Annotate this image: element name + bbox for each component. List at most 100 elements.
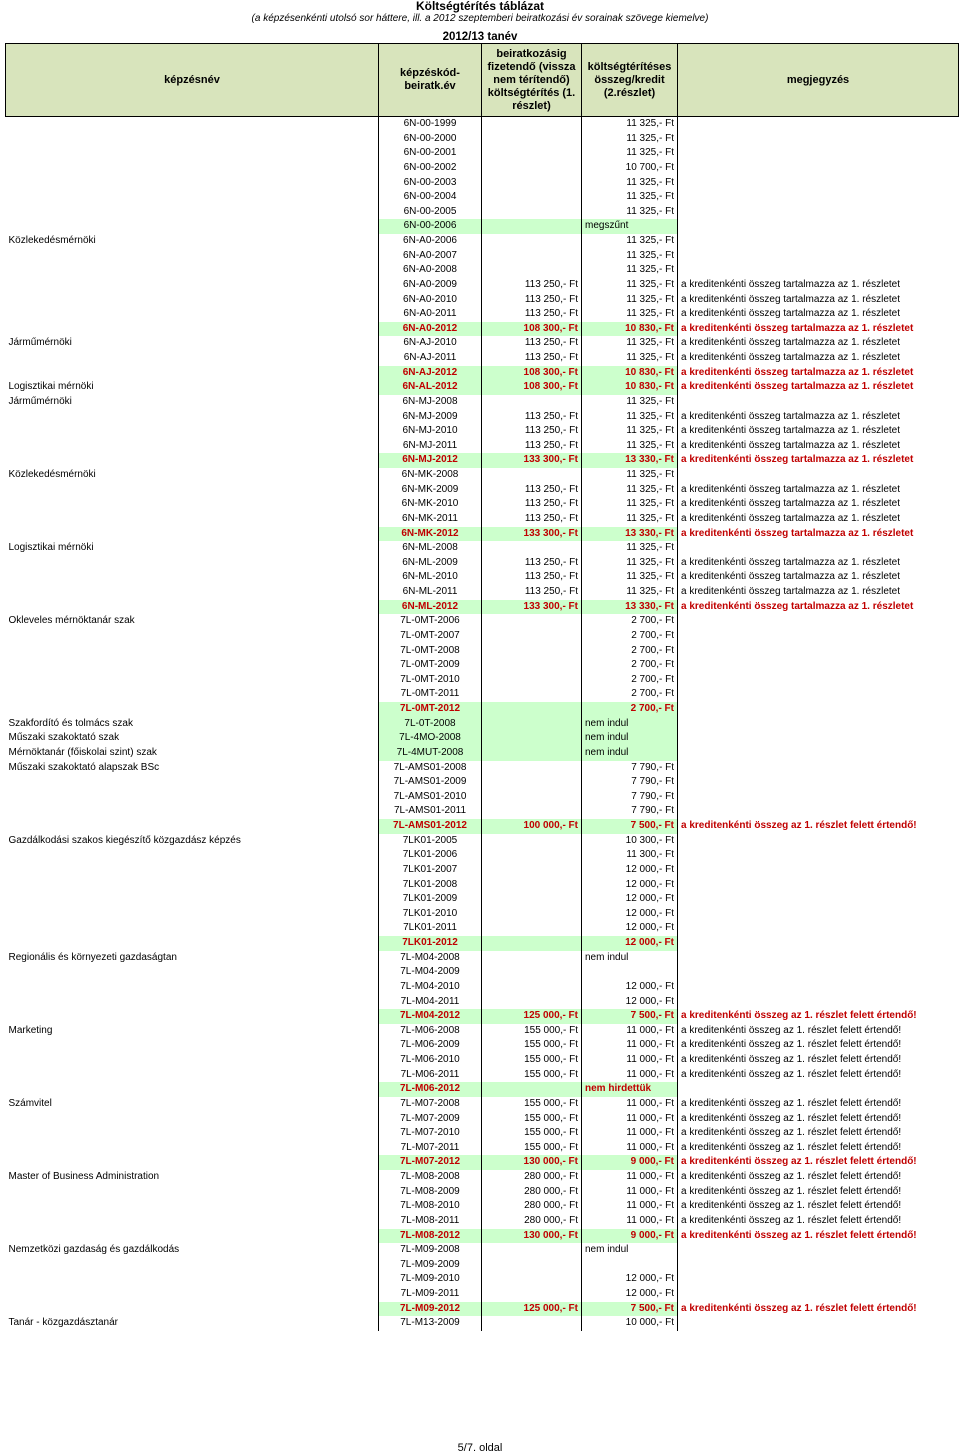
second-installment-cell: 10 300,- Ft bbox=[581, 833, 678, 849]
first-installment-cell: 108 300,- Ft bbox=[481, 365, 582, 381]
code-cell: 6N-ML-2009 bbox=[378, 555, 482, 571]
code-cell: 7L-M08-2009 bbox=[378, 1184, 482, 1200]
note-cell bbox=[678, 775, 959, 790]
first-installment-cell bbox=[481, 1257, 582, 1273]
code-cell: 7LK01-2007 bbox=[378, 862, 482, 878]
code-cell: 7L-M08-2012 bbox=[378, 1228, 482, 1244]
program-cell: Műszaki szakoktató szak bbox=[8, 732, 120, 744]
program-cell bbox=[6, 570, 379, 585]
table-row: 7L-M04-2010 12 000,- Ft bbox=[6, 979, 959, 995]
table-row: 7LK01-2007 12 000,- Ft bbox=[6, 862, 959, 878]
note-cell: a kreditenkénti összeg az 1. részlet fel… bbox=[681, 1302, 917, 1314]
code-cell: 6N-A0-2011 bbox=[378, 307, 482, 322]
program-cell bbox=[6, 863, 379, 878]
table-row: 6N-MK-2012 133 300,- Ft 13 330,- Ft a kredi… bbox=[6, 526, 959, 542]
code-cell: 6N-MK-2011 bbox=[378, 511, 482, 527]
table-row: 6N-MK-2011 113 250,- Ft 11 325,- Ft a kredi… bbox=[6, 511, 959, 527]
first-installment-cell: 133 300,- Ft bbox=[481, 599, 582, 615]
program-cell bbox=[6, 1155, 379, 1170]
table-row: 6N-ML-2011 113 250,- Ft 11 325,- Ft a kredi… bbox=[6, 585, 959, 600]
first-installment-cell bbox=[481, 775, 582, 790]
second-installment-cell: 11 000,- Ft bbox=[581, 1096, 678, 1112]
program-cell bbox=[6, 439, 379, 454]
note-cell bbox=[678, 629, 959, 644]
note-cell: a kreditenkénti összeg az 1. részlet fel… bbox=[681, 1185, 902, 1197]
table-row: 6N-00-2003 11 325,- Ft bbox=[6, 175, 959, 191]
second-installment-cell: 11 000,- Ft bbox=[581, 1126, 678, 1141]
table-row: 6N-MJ-2010 113 250,- Ft 11 325,- Ft a kredi… bbox=[6, 424, 959, 439]
first-installment-cell: 113 250,- Ft bbox=[481, 277, 582, 293]
first-installment-cell: 280 000,- Ft bbox=[481, 1199, 582, 1214]
second-installment-cell: 13 330,- Ft bbox=[581, 526, 678, 542]
code-cell: 7L-AMS01-2008 bbox=[378, 760, 482, 776]
code-cell: 6N-ML-2012 bbox=[378, 599, 482, 615]
code-cell: 6N-ML-2011 bbox=[378, 585, 482, 600]
code-cell: 7LK01-2010 bbox=[378, 906, 482, 922]
first-installment-cell: 100 000,- Ft bbox=[481, 819, 582, 834]
table-row: 7L-0MT-2012 2 700,- Ft bbox=[6, 702, 959, 717]
program-cell: Gazdálkodási szakos kiegészítő közgazdás… bbox=[8, 834, 241, 846]
program-cell bbox=[6, 161, 379, 176]
second-installment-cell: 2 700,- Ft bbox=[581, 643, 678, 659]
program-cell bbox=[6, 965, 379, 980]
second-installment-cell: 2 700,- Ft bbox=[581, 658, 678, 673]
first-installment-cell: 130 000,- Ft bbox=[481, 1155, 582, 1170]
program-cell bbox=[6, 1068, 379, 1083]
table-row: 6N-MJ-2009 113 250,- Ft 11 325,- Ft a kredi… bbox=[6, 409, 959, 425]
code-cell: 7LK01-2009 bbox=[378, 892, 482, 907]
program-cell bbox=[6, 1302, 379, 1317]
code-cell: 6N-00-2005 bbox=[378, 204, 482, 220]
first-installment-cell: 113 250,- Ft bbox=[481, 307, 582, 322]
code-cell: 7L-M06-2009 bbox=[378, 1038, 482, 1053]
code-cell: 6N-MJ-2009 bbox=[378, 409, 482, 425]
first-installment-cell: 108 300,- Ft bbox=[481, 380, 582, 395]
first-installment-cell: 113 250,- Ft bbox=[481, 497, 582, 512]
table-row: 6N-AJ-2012 108 300,- Ft 10 830,- Ft a kredi… bbox=[6, 365, 959, 381]
second-installment-cell: 11 325,- Ft bbox=[581, 131, 678, 147]
second-installment-cell: 11 325,- Ft bbox=[581, 292, 678, 308]
code-cell: 7L-4MO-2008 bbox=[378, 731, 482, 746]
table-row: 7L-M04-2012 125 000,- Ft 7 500,- Ft a kredi… bbox=[6, 1009, 959, 1024]
code-cell: 6N-ML-2010 bbox=[378, 570, 482, 585]
note-cell bbox=[678, 995, 959, 1010]
table-row: 6N-MK-2009 113 250,- Ft 11 325,- Ft a kredi… bbox=[6, 482, 959, 498]
code-cell: 7L-AMS01-2009 bbox=[378, 775, 482, 790]
page-title: Költségtérítés táblázat bbox=[415, 0, 545, 13]
note-cell bbox=[678, 965, 959, 980]
code-cell: 7L-AMS01-2011 bbox=[378, 804, 482, 819]
table-row: 7L-M08-2012 130 000,- Ft 9 000,- Ft a kredi… bbox=[6, 1228, 959, 1244]
code-cell: 7L-4MUT-2008 bbox=[378, 745, 482, 761]
code-cell: 7L-M09-2012 bbox=[378, 1301, 482, 1317]
note-cell bbox=[678, 190, 959, 205]
second-installment-cell: 11 000,- Ft bbox=[581, 1199, 678, 1214]
code-cell: 7L-0MT-2009 bbox=[378, 658, 482, 673]
first-installment-cell bbox=[481, 789, 582, 805]
note-cell: a kreditenkénti összeg tartalmazza az 1.… bbox=[681, 454, 914, 466]
first-installment-cell: 108 300,- Ft bbox=[481, 321, 582, 337]
program-cell bbox=[6, 585, 379, 600]
first-installment-cell bbox=[481, 468, 582, 483]
second-installment-cell: nem indul bbox=[581, 1243, 678, 1258]
program-cell: Okleveles mérnöktanár szak bbox=[8, 615, 135, 627]
table-row: 7L-AMS01-2009 7 790,- Ft bbox=[6, 775, 959, 790]
table-row: 7L-AMS01-2011 7 790,- Ft bbox=[6, 804, 959, 819]
table-row: 7L-M09-2010 12 000,- Ft bbox=[6, 1272, 959, 1287]
code-cell: 7L-M07-2010 bbox=[378, 1126, 482, 1141]
code-cell: 7L-AMS01-2012 bbox=[378, 819, 482, 834]
table-row: Műszaki szakoktató alapszak BSc 7L-AMS01-… bbox=[6, 760, 959, 776]
second-installment-cell: 7 500,- Ft bbox=[581, 1009, 678, 1024]
table-row: Járműmérnöki 6N-MJ-2008 11 325,- Ft bbox=[6, 394, 959, 410]
program-cell bbox=[6, 453, 379, 468]
page-number: 5/7. oldal bbox=[457, 1442, 503, 1454]
note-cell: a kreditenkénti összeg tartalmazza az 1.… bbox=[681, 410, 900, 422]
program-cell bbox=[6, 790, 379, 805]
code-cell: 7L-M06-2010 bbox=[378, 1053, 482, 1068]
code-cell: 6N-AJ-2010 bbox=[378, 336, 482, 351]
first-installment-cell bbox=[481, 394, 582, 410]
code-cell: 6N-00-2002 bbox=[378, 160, 482, 176]
first-installment-cell bbox=[481, 833, 582, 849]
first-installment-cell bbox=[481, 160, 582, 176]
table-row: 7L-M07-2011 155 000,- Ft 11 000,- Ft a kred… bbox=[6, 1140, 959, 1156]
table-row: Műszaki szakoktató szak 7L-4MO-2008 nem in… bbox=[6, 731, 959, 746]
table-row: 7L-0MT-2011 2 700,- Ft bbox=[6, 687, 959, 702]
